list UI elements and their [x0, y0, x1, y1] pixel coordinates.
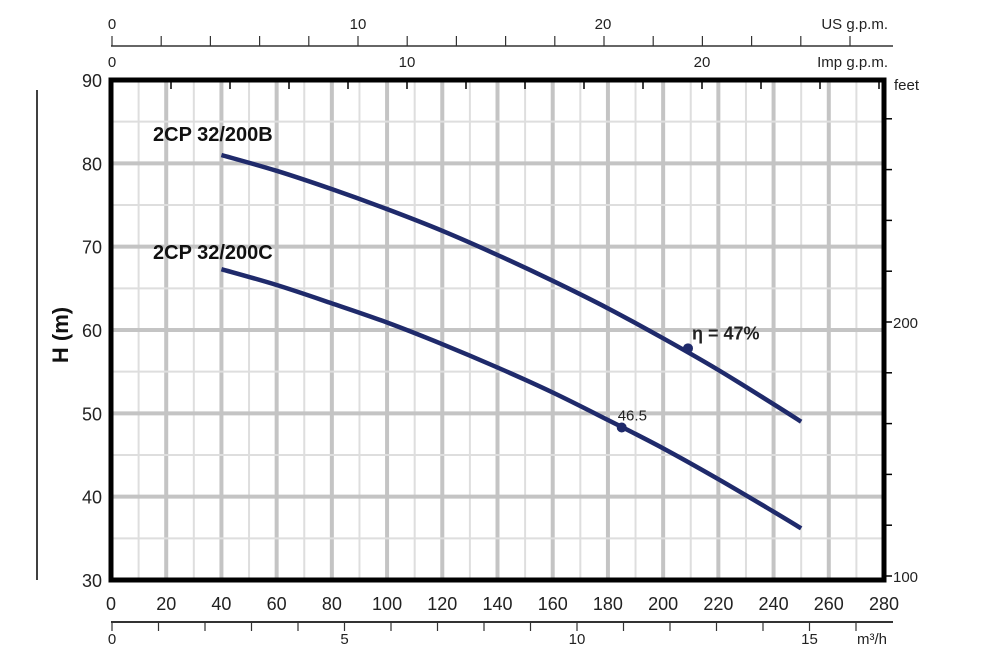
efficiency-label: 46.5	[618, 408, 647, 425]
x-tick-label: 120	[427, 594, 457, 614]
x-tick-label: 280	[869, 594, 899, 614]
series-label-c: 2CP 32/200C	[153, 242, 273, 264]
us-gpm-tick-label: 0	[108, 16, 116, 33]
feet-label: feet	[894, 77, 920, 94]
series-group: η = 47% 46.5	[220, 152, 803, 531]
x-tick-label: 0	[106, 594, 116, 614]
axes: 0 20 40 60 80 100 120 140 160 180 200 220 240 260 2803…	[36, 16, 920, 648]
series-label-b: 2CP 32/200B	[153, 124, 273, 146]
x-tick-label: 100	[372, 594, 402, 614]
us-gpm-label: US g.p.m.	[821, 16, 888, 33]
m3h-tick-label: 5	[340, 631, 348, 648]
y-tick-label: 50	[82, 404, 102, 424]
feet-tick-label: 100	[893, 569, 918, 586]
us-gpm-tick-label: 10	[350, 16, 367, 33]
imp-gpm-label: Imp g.p.m.	[817, 54, 888, 71]
series-line-b	[220, 152, 803, 424]
imp-gpm-tick-label: 10	[399, 54, 416, 71]
y-tick-label: 40	[82, 488, 102, 508]
y-tick-label: 30	[82, 571, 102, 591]
x-tick-label: 140	[482, 594, 512, 614]
m3h-tick-label: 15	[801, 631, 818, 648]
x-tick-label: 40	[211, 594, 231, 614]
y-tick-label: 60	[82, 321, 102, 341]
x-tick-label: 220	[703, 594, 733, 614]
series-line-c	[220, 267, 803, 531]
x-tick-label: 180	[593, 594, 623, 614]
efficiency-label: η = 47%	[692, 323, 760, 343]
m3h-tick-label: 0	[108, 631, 116, 648]
x-tick-label: 160	[538, 594, 568, 614]
y-tick-label: 80	[82, 154, 102, 174]
m3h-tick-label: 10	[569, 631, 586, 648]
y-axis-title: H (m)	[48, 307, 73, 363]
x-tick-label: 200	[648, 594, 678, 614]
x-tick-label: 260	[814, 594, 844, 614]
y-tick-label: 90	[82, 71, 102, 91]
efficiency-point	[682, 343, 693, 354]
x-tick-label: 60	[267, 594, 287, 614]
us-gpm-tick-label: 20	[595, 16, 612, 33]
x-tick-label: 240	[759, 594, 789, 614]
y-tick-label: 70	[82, 238, 102, 258]
plot-frame	[108, 77, 887, 583]
imp-gpm-tick-label: 20	[694, 54, 711, 71]
feet-tick-label: 200	[893, 315, 918, 332]
imp-gpm-tick-label: 0	[108, 54, 116, 71]
m3h-label: m³/h	[857, 631, 887, 648]
x-tick-label: 20	[156, 594, 176, 614]
efficiency-point	[616, 422, 627, 433]
x-tick-label: 80	[322, 594, 342, 614]
